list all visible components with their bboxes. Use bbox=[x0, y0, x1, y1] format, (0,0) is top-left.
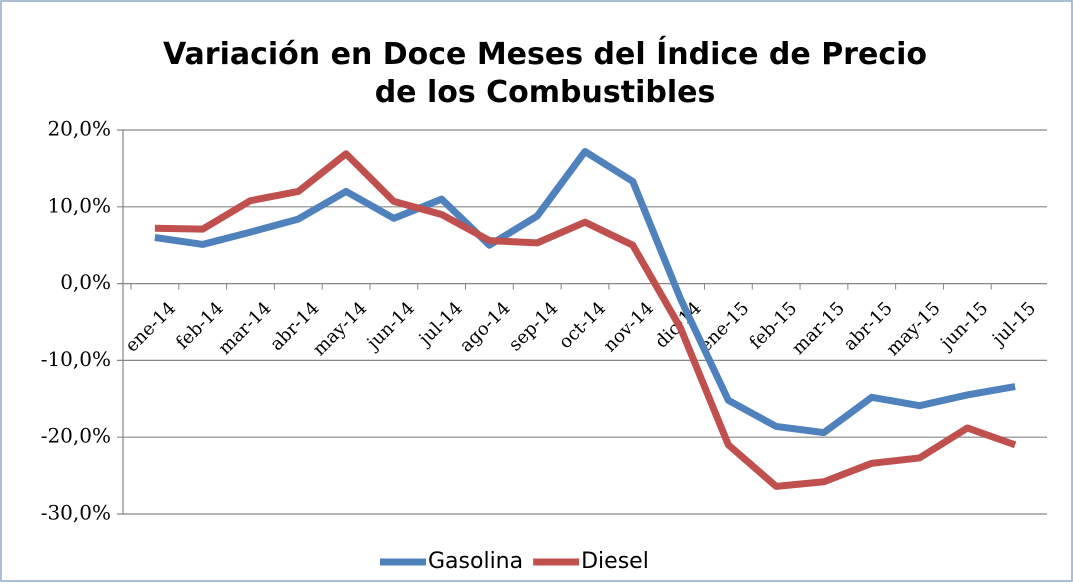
y-tick-label: 10,0% bbox=[47, 193, 111, 217]
y-tick-label: -20,0% bbox=[41, 424, 111, 448]
y-tick-label: 20,0% bbox=[47, 117, 111, 141]
data-line bbox=[154, 148, 1016, 437]
legend-label: Diesel bbox=[581, 549, 649, 574]
y-tick-label: -30,0% bbox=[41, 501, 111, 525]
legend-label: Gasolina bbox=[428, 549, 523, 574]
chart-title: Variación en Doce Meses del Índice de Pr… bbox=[163, 36, 927, 110]
y-tick-label: 0,0% bbox=[60, 270, 111, 294]
y-tick-label: -10,0% bbox=[41, 347, 111, 371]
data-line bbox=[154, 150, 1017, 490]
